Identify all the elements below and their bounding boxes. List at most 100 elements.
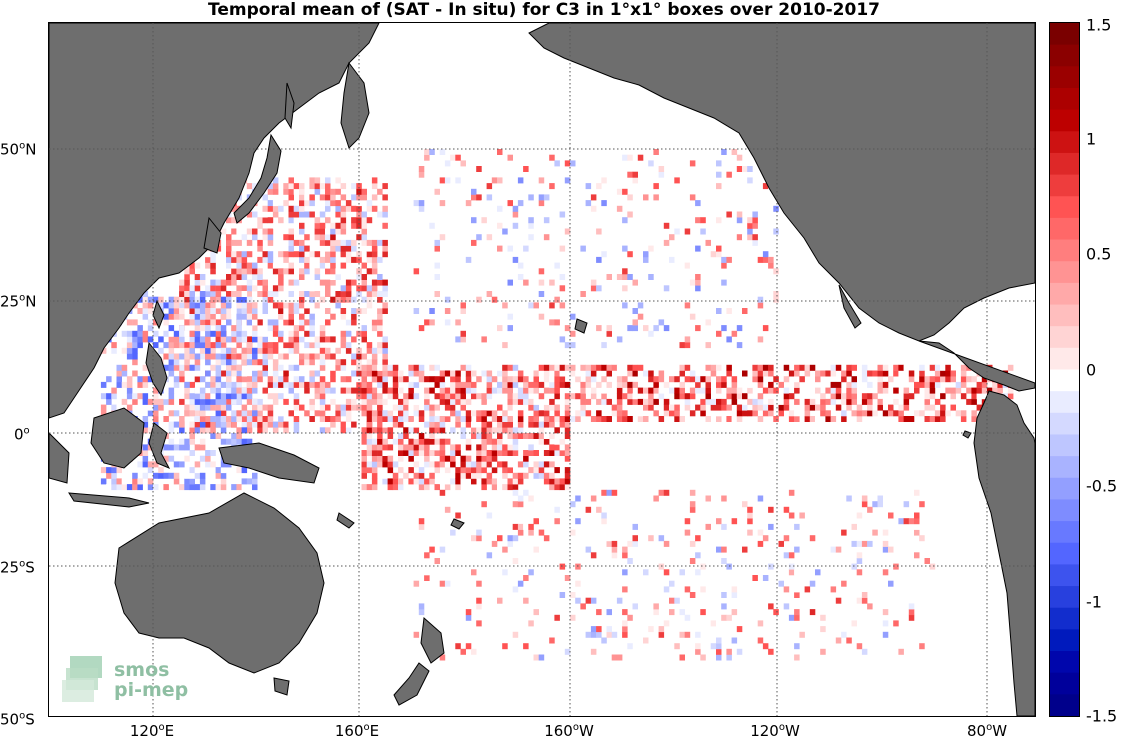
data-cell (716, 546, 722, 553)
data-cell (361, 234, 367, 241)
data-cell (168, 455, 175, 462)
data-cell (882, 631, 889, 638)
data-cell (882, 546, 889, 553)
data-cell (705, 416, 711, 422)
data-cell (304, 381, 310, 388)
data-cell (752, 404, 758, 411)
data-cell (788, 552, 795, 559)
data-cell (330, 296, 336, 303)
data-cell (554, 387, 560, 394)
data-cell (773, 296, 779, 303)
data-cell (236, 410, 242, 417)
data-cell (210, 279, 216, 286)
data-cell (934, 398, 941, 405)
data-cell (554, 416, 560, 422)
data-cell (179, 484, 185, 491)
data-cell (955, 410, 962, 417)
data-cell (366, 416, 373, 422)
data-cell (173, 359, 180, 366)
data-cell (455, 421, 461, 428)
x-tick-120w: 120oW (750, 722, 800, 740)
data-cell (267, 376, 274, 383)
data-cell (564, 455, 571, 462)
data-cell (111, 467, 117, 474)
data-cell (601, 393, 607, 400)
data-cell (820, 410, 826, 417)
data-cell (199, 291, 206, 297)
data-cell (340, 342, 347, 349)
colorbar-level (1050, 347, 1079, 371)
data-cell (700, 586, 706, 593)
data-cell (335, 302, 341, 309)
data-cell (267, 217, 274, 224)
data-cell (632, 364, 638, 371)
data-cell (554, 370, 560, 377)
data-cell (658, 563, 665, 570)
data-cell (246, 313, 253, 320)
data-cell (366, 387, 373, 394)
data-cell (471, 569, 477, 576)
data-cell (241, 274, 248, 280)
data-cell (220, 353, 227, 360)
data-cell (319, 296, 326, 303)
data-cell (366, 444, 373, 451)
data-cell (330, 416, 336, 422)
data-cell (585, 506, 592, 513)
data-cell (413, 393, 420, 400)
data-cell (455, 154, 461, 161)
data-cell (601, 416, 607, 422)
data-cell (314, 183, 321, 190)
data-cell (575, 376, 581, 383)
data-cell (361, 336, 367, 343)
data-cell (643, 603, 649, 610)
data-cell (241, 256, 248, 263)
data-cell (919, 370, 925, 377)
colorbar-level (1050, 369, 1079, 392)
data-cell (241, 347, 248, 354)
data-cell (444, 387, 451, 394)
data-cell (893, 370, 899, 377)
data-cell (403, 410, 409, 417)
data-cell (742, 404, 748, 411)
data-cell (173, 421, 180, 428)
data-cell (304, 291, 310, 297)
data-cell (220, 347, 227, 354)
data-cell (189, 421, 195, 428)
data-cell (867, 603, 873, 610)
data-cell (444, 506, 451, 513)
data-cell (205, 336, 211, 343)
data-cell (919, 376, 925, 383)
data-cell (481, 467, 487, 474)
data-cell (960, 381, 967, 388)
land-alaska (528, 23, 1035, 342)
data-cell (616, 404, 623, 411)
data-cell (596, 416, 602, 422)
data-cell (293, 342, 300, 349)
data-cell (444, 484, 451, 491)
data-cell (575, 563, 581, 570)
data-cell (241, 416, 248, 422)
data-cell (278, 336, 284, 343)
data-cell (778, 404, 784, 411)
data-cell (528, 398, 534, 405)
data-cell (288, 381, 294, 388)
data-cell (564, 450, 571, 456)
data-cell (371, 183, 378, 190)
data-cell (643, 325, 649, 332)
data-cell (106, 393, 112, 400)
data-cell (330, 234, 336, 241)
data-cell (580, 364, 586, 371)
data-cell (371, 205, 378, 212)
data-cell (398, 444, 404, 451)
land-nz-south (393, 662, 430, 706)
data-cell (856, 569, 863, 576)
data-cell (382, 308, 388, 314)
data-cell (689, 501, 696, 508)
data-cell (919, 535, 925, 542)
data-cell (564, 478, 571, 485)
data-cell (424, 154, 430, 161)
data-cell (236, 370, 242, 377)
data-cell (252, 472, 258, 479)
data-cell (309, 262, 315, 269)
data-cell (366, 398, 373, 405)
